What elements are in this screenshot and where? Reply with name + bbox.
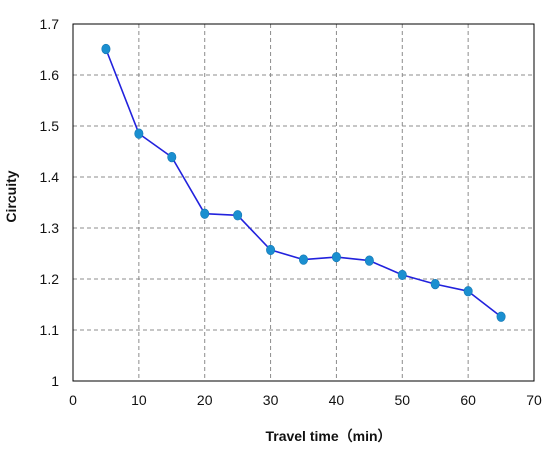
data-point <box>463 286 473 297</box>
data-point <box>496 311 506 322</box>
y-tick-label: 1.5 <box>40 118 60 134</box>
x-tick-label: 50 <box>394 392 410 408</box>
data-point <box>200 208 210 219</box>
data-point <box>298 254 308 265</box>
x-tick-label: 40 <box>329 392 345 408</box>
data-point <box>134 128 144 139</box>
y-tick-label: 1 <box>51 373 59 389</box>
y-tick-label: 1.2 <box>40 271 60 287</box>
y-tick-label: 1.3 <box>40 220 60 236</box>
x-tick-label: 60 <box>460 392 476 408</box>
y-tick-label: 1.6 <box>40 67 60 83</box>
y-tick-label: 1.4 <box>40 169 60 185</box>
x-axis-title: Travel time（min） <box>265 428 391 444</box>
plot-area-frame <box>72 23 535 382</box>
data-point <box>397 269 407 281</box>
y-axis-title: Circuity <box>3 170 19 222</box>
grid-lines <box>73 24 534 381</box>
x-tick-label: 30 <box>263 392 279 408</box>
x-tick-label: 70 <box>526 392 542 408</box>
data-point <box>233 210 243 221</box>
data-point <box>101 43 111 55</box>
y-tick-label: 1.7 <box>40 16 60 32</box>
series-group <box>101 43 506 322</box>
x-axis-ticks: 0 10 20 30 40 50 60 70 <box>69 392 542 408</box>
x-tick-label: 0 <box>69 392 77 408</box>
series-line <box>105 48 502 318</box>
data-point <box>430 279 440 290</box>
data-point <box>331 251 341 263</box>
y-tick-label: 1.1 <box>40 322 60 338</box>
data-point <box>266 244 276 256</box>
y-axis-ticks: 1 1.1 1.2 1.3 1.4 1.5 1.6 1.7 <box>40 16 60 389</box>
x-tick-label: 10 <box>131 392 147 408</box>
data-point <box>364 255 374 266</box>
data-point <box>167 152 177 163</box>
x-tick-label: 20 <box>197 392 213 408</box>
